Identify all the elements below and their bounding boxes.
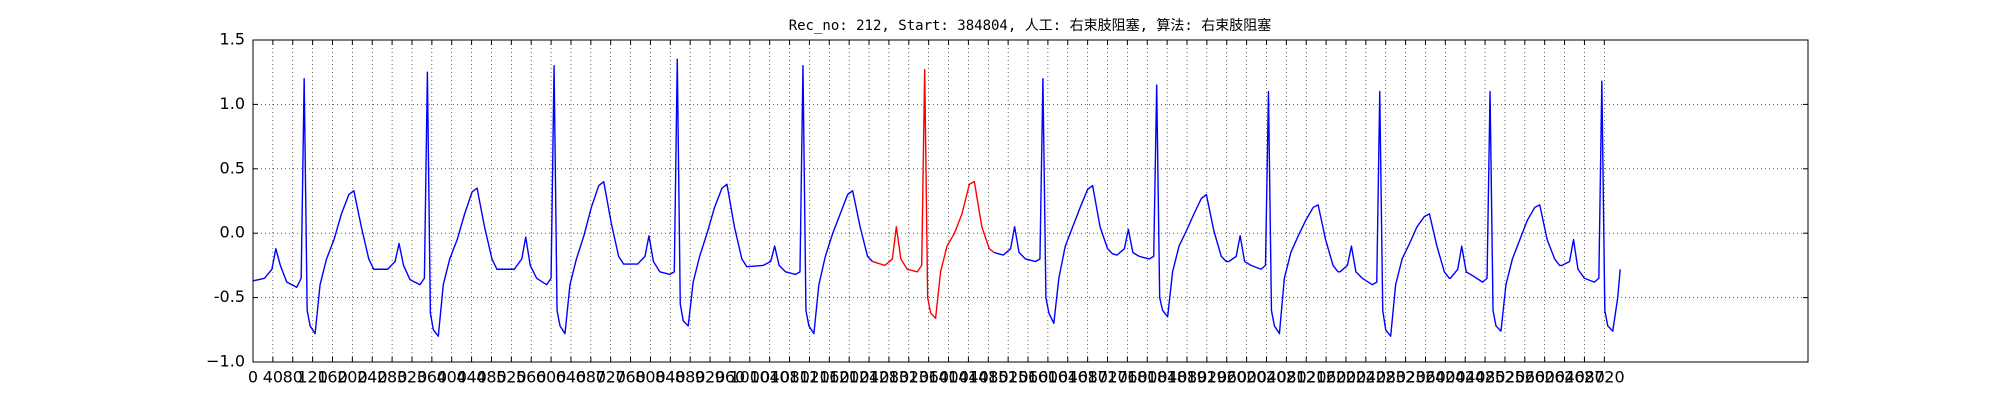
x-tick-label: 360 <box>417 368 448 387</box>
x-tick-label: 1640 <box>1047 368 1088 387</box>
x-tick-label: 1880 <box>1167 368 1208 387</box>
ecg-line <box>872 68 995 319</box>
x-tick-label: 1760 <box>1107 368 1148 387</box>
x-tick-label: 1040 <box>749 368 790 387</box>
x-tick-label: 2640 <box>1544 368 1585 387</box>
x-tick-label: 320 <box>397 368 428 387</box>
x-tick-label: 1360 <box>908 368 949 387</box>
x-tick-label: 720 <box>595 368 626 387</box>
x-tick-label: 40 <box>263 368 283 387</box>
x-tick-label: 1840 <box>1147 368 1188 387</box>
x-tick-label: 560 <box>516 368 547 387</box>
x-tick-label: 600 <box>536 368 567 387</box>
x-tick-label: 2320 <box>1385 368 1426 387</box>
x-tick-label: 2040 <box>1246 368 1287 387</box>
x-tick-label: 440 <box>456 368 487 387</box>
y-tick-label: 1.0 <box>220 94 245 113</box>
x-tick-label: 1400 <box>928 368 969 387</box>
x-tick-label: 840 <box>655 368 686 387</box>
x-tick-label: 2400 <box>1425 368 1466 387</box>
x-tick-label: 2000 <box>1226 368 1267 387</box>
x-tick-label: 2160 <box>1306 368 1347 387</box>
x-tick-label: 2240 <box>1345 368 1386 387</box>
x-tick-label: 280 <box>377 368 408 387</box>
x-tick-label: 920 <box>695 368 726 387</box>
y-tick-label: −1.0 <box>206 352 245 371</box>
x-tick-label: 2600 <box>1524 368 1565 387</box>
x-tick-label: 1080 <box>769 368 810 387</box>
x-tick-label: 200 <box>337 368 368 387</box>
ecg-line <box>252 58 874 337</box>
x-tick-label: 1960 <box>1206 368 1247 387</box>
x-tick-label: 1680 <box>1067 368 1108 387</box>
x-tick-label: 1600 <box>1028 368 1069 387</box>
x-tick-label: 1720 <box>1087 368 1128 387</box>
x-tick-label: 1520 <box>988 368 1029 387</box>
x-tick-label: 520 <box>496 368 527 387</box>
x-tick-label: 2280 <box>1365 368 1406 387</box>
x-tick-label: 480 <box>476 368 507 387</box>
x-tick-label: 120 <box>297 368 328 387</box>
x-tick-label: 1240 <box>849 368 890 387</box>
x-tick-label: 2720 <box>1584 368 1625 387</box>
x-tick-label: 1800 <box>1127 368 1168 387</box>
x-tick-label: 1000 <box>729 368 770 387</box>
x-tick-label: 2680 <box>1564 368 1605 387</box>
x-tick-label: 2200 <box>1326 368 1367 387</box>
x-tick-label: 0 <box>248 368 258 387</box>
x-tick-label: 1280 <box>869 368 910 387</box>
x-tick-label: 400 <box>436 368 467 387</box>
x-tick-label: 1320 <box>888 368 929 387</box>
x-tick-label: 2520 <box>1485 368 1526 387</box>
x-tick-label: 1120 <box>789 368 830 387</box>
x-tick-label: 2120 <box>1286 368 1327 387</box>
y-tick-label: -0.5 <box>214 287 245 306</box>
x-tick-label: 2080 <box>1266 368 1307 387</box>
ecg-line <box>994 77 1621 337</box>
y-tick-label: 0.0 <box>220 223 245 242</box>
x-tick-label: 680 <box>576 368 607 387</box>
x-tick-label: 1440 <box>948 368 989 387</box>
x-tick-label: 2360 <box>1405 368 1446 387</box>
x-tick-label: 640 <box>556 368 587 387</box>
x-tick-label: 1160 <box>809 368 850 387</box>
x-tick-label: 2480 <box>1465 368 1506 387</box>
x-tick-label: 1200 <box>829 368 870 387</box>
x-tick-label: 800 <box>635 368 666 387</box>
x-tick-label: 1920 <box>1187 368 1228 387</box>
x-tick-label: 80 <box>283 368 303 387</box>
y-tick-label: 0.5 <box>220 158 245 177</box>
x-tick-label: 2440 <box>1445 368 1486 387</box>
plot-frame <box>252 39 1809 363</box>
x-tick-label: 1560 <box>1008 368 1049 387</box>
x-tick-label: 960 <box>715 368 746 387</box>
x-tick-label: 240 <box>357 368 388 387</box>
y-tick-label: 1.5 <box>220 30 245 49</box>
x-tick-label: 880 <box>675 368 706 387</box>
x-tick-label: 2560 <box>1504 368 1545 387</box>
x-tick-label: 1480 <box>968 368 1009 387</box>
x-tick-label: 160 <box>317 368 348 387</box>
x-tick-label: 760 <box>615 368 646 387</box>
chart-title: Rec_no: 212, Start: 384804, 人工: 右束肢阻塞, 算… <box>789 17 1272 34</box>
